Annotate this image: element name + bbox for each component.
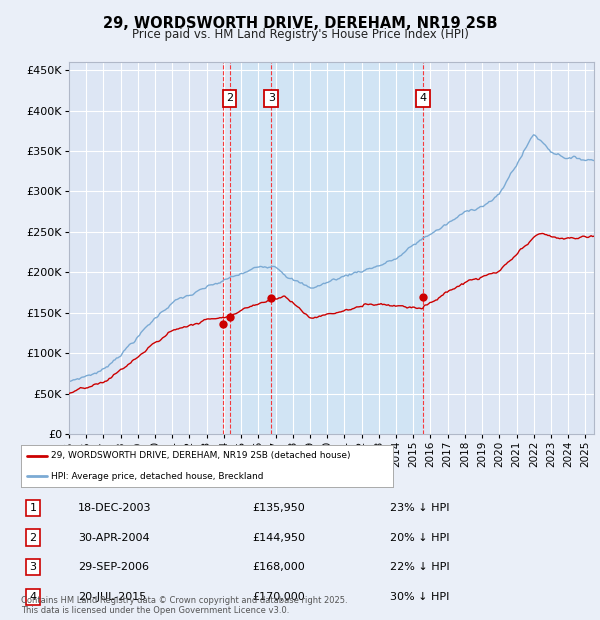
Text: Price paid vs. HM Land Registry's House Price Index (HPI): Price paid vs. HM Land Registry's House … <box>131 28 469 41</box>
Text: 2: 2 <box>29 533 37 542</box>
Text: 23% ↓ HPI: 23% ↓ HPI <box>390 503 449 513</box>
Text: Contains HM Land Registry data © Crown copyright and database right 2025.
This d: Contains HM Land Registry data © Crown c… <box>21 596 347 615</box>
Text: 20-JUL-2015: 20-JUL-2015 <box>78 592 146 602</box>
Text: 29, WORDSWORTH DRIVE, DEREHAM, NR19 2SB (detached house): 29, WORDSWORTH DRIVE, DEREHAM, NR19 2SB … <box>51 451 350 461</box>
Text: 4: 4 <box>29 592 37 602</box>
Text: £170,000: £170,000 <box>252 592 305 602</box>
Text: 30% ↓ HPI: 30% ↓ HPI <box>390 592 449 602</box>
Text: HPI: Average price, detached house, Breckland: HPI: Average price, detached house, Brec… <box>51 472 263 480</box>
Text: 30-APR-2004: 30-APR-2004 <box>78 533 149 542</box>
Text: 29, WORDSWORTH DRIVE, DEREHAM, NR19 2SB: 29, WORDSWORTH DRIVE, DEREHAM, NR19 2SB <box>103 16 497 30</box>
Text: 3: 3 <box>268 94 275 104</box>
Text: 4: 4 <box>419 94 426 104</box>
Text: 3: 3 <box>29 562 37 572</box>
Text: 1: 1 <box>29 503 37 513</box>
Text: £168,000: £168,000 <box>252 562 305 572</box>
Text: £144,950: £144,950 <box>252 533 305 542</box>
Text: £135,950: £135,950 <box>252 503 305 513</box>
Text: 22% ↓ HPI: 22% ↓ HPI <box>390 562 449 572</box>
Text: 18-DEC-2003: 18-DEC-2003 <box>78 503 151 513</box>
Text: 20% ↓ HPI: 20% ↓ HPI <box>390 533 449 542</box>
Text: 29-SEP-2006: 29-SEP-2006 <box>78 562 149 572</box>
Bar <box>230 62 423 434</box>
Text: 2: 2 <box>226 94 233 104</box>
